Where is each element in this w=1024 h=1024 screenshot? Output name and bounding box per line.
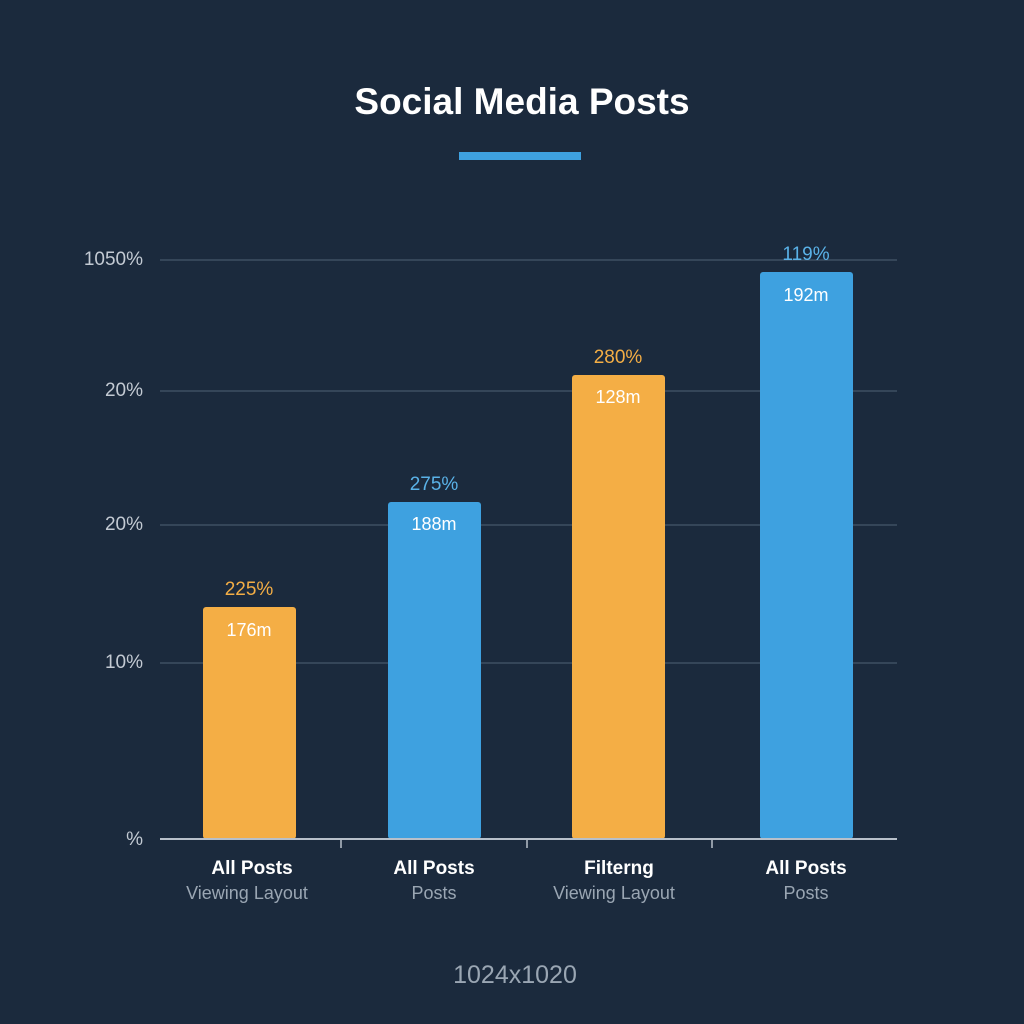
bar-top-label: 119%	[782, 244, 829, 265]
bar-inner-label: 192m	[783, 285, 828, 305]
bar-top-label: 280%	[594, 347, 643, 368]
y-tick-label: 20%	[105, 514, 143, 535]
category-label: All Posts	[211, 858, 292, 879]
chart-title: Social Media Posts	[354, 81, 689, 122]
bar-top-label: 225%	[225, 579, 274, 600]
y-tick-label: 10%	[105, 652, 143, 673]
bar	[572, 375, 665, 839]
footer-text: 1024x1020	[453, 961, 577, 989]
bar-inner-label: 188m	[411, 514, 456, 534]
bar	[203, 607, 296, 839]
subcategory-label: Viewing Layout	[553, 883, 675, 903]
bar-top-label: 275%	[410, 474, 459, 495]
subcategory-label: Viewing Layout	[186, 883, 308, 903]
y-tick-label: 20%	[105, 380, 143, 401]
category-label: Filterng	[584, 858, 654, 879]
category-label: All Posts	[765, 858, 846, 879]
bar	[388, 502, 481, 839]
subcategory-label: Posts	[783, 883, 828, 903]
category-label: All Posts	[393, 858, 474, 879]
bar	[760, 272, 853, 839]
title-underline	[459, 152, 581, 160]
subcategory-label: Posts	[411, 883, 456, 903]
y-tick-label: %	[126, 829, 143, 850]
bar-inner-label: 176m	[226, 620, 271, 640]
bar-inner-label: 128m	[595, 387, 640, 407]
y-tick-label: 1050%	[84, 249, 143, 270]
